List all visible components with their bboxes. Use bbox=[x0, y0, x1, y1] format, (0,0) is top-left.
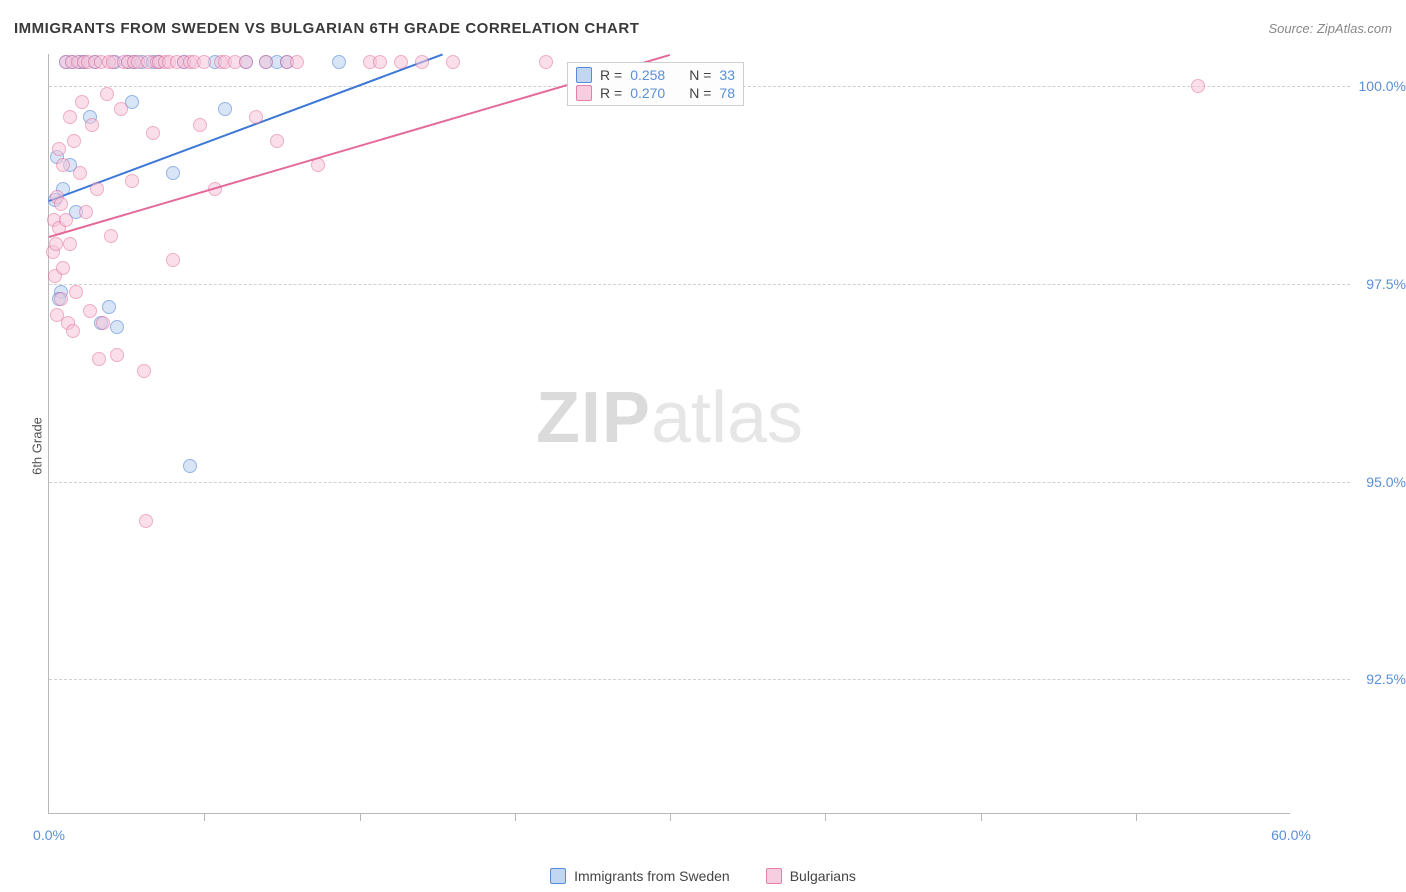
stats-box: R = 0.258 N = 33 R = 0.270 N = 78 bbox=[567, 62, 744, 106]
data-point bbox=[332, 55, 346, 69]
chart-title: IMMIGRANTS FROM SWEDEN VS BULGARIAN 6TH … bbox=[14, 20, 639, 37]
x-tick bbox=[515, 813, 516, 821]
gridline bbox=[49, 284, 1350, 285]
stats-r-label: R = bbox=[600, 85, 622, 101]
watermark: ZIPatlas bbox=[536, 377, 803, 459]
chart-legend: Immigrants from Sweden Bulgarians bbox=[0, 868, 1406, 884]
data-point bbox=[102, 300, 116, 314]
source-link[interactable]: ZipAtlas.com bbox=[1317, 21, 1392, 36]
data-point bbox=[66, 324, 80, 338]
data-point bbox=[139, 514, 153, 528]
data-point bbox=[110, 348, 124, 362]
data-point bbox=[183, 459, 197, 473]
stats-r-value: 0.258 bbox=[630, 67, 665, 83]
stats-swatch bbox=[576, 67, 592, 83]
data-point bbox=[166, 166, 180, 180]
data-point bbox=[373, 55, 387, 69]
data-point bbox=[54, 292, 68, 306]
data-point bbox=[56, 158, 70, 172]
y-tick-label: 97.5% bbox=[1356, 276, 1406, 292]
data-point bbox=[290, 55, 304, 69]
data-point bbox=[166, 253, 180, 267]
x-tick bbox=[670, 813, 671, 821]
data-point bbox=[56, 261, 70, 275]
stats-row: R = 0.258 N = 33 bbox=[576, 67, 735, 83]
data-point bbox=[218, 102, 232, 116]
watermark-light: atlas bbox=[651, 378, 803, 458]
y-tick-label: 92.5% bbox=[1356, 671, 1406, 687]
data-point bbox=[90, 182, 104, 196]
data-point bbox=[239, 55, 253, 69]
data-point bbox=[249, 110, 263, 124]
x-tick-label: 60.0% bbox=[1271, 827, 1311, 843]
data-point bbox=[125, 174, 139, 188]
source-prefix: Source: bbox=[1268, 21, 1316, 36]
x-tick bbox=[1136, 813, 1137, 821]
data-point bbox=[114, 102, 128, 116]
stats-r-label: R = bbox=[600, 67, 622, 83]
data-point bbox=[96, 316, 110, 330]
data-point bbox=[49, 237, 63, 251]
x-tick bbox=[981, 813, 982, 821]
data-point bbox=[446, 55, 460, 69]
data-point bbox=[75, 95, 89, 109]
chart-header: IMMIGRANTS FROM SWEDEN VS BULGARIAN 6TH … bbox=[14, 20, 1392, 37]
data-point bbox=[197, 55, 211, 69]
data-point bbox=[415, 55, 429, 69]
stats-n-value: 33 bbox=[719, 67, 735, 83]
stats-n-label: N = bbox=[689, 67, 711, 83]
data-point bbox=[67, 134, 81, 148]
data-point bbox=[92, 352, 106, 366]
data-point bbox=[85, 118, 99, 132]
legend-item: Bulgarians bbox=[766, 868, 856, 884]
data-point bbox=[63, 110, 77, 124]
legend-label: Immigrants from Sweden bbox=[574, 868, 730, 884]
data-point bbox=[104, 229, 118, 243]
data-point bbox=[394, 55, 408, 69]
watermark-bold: ZIP bbox=[536, 378, 651, 458]
gridline bbox=[49, 679, 1350, 680]
data-point bbox=[73, 166, 87, 180]
legend-swatch bbox=[766, 868, 782, 884]
data-point bbox=[110, 320, 124, 334]
data-point bbox=[1191, 79, 1205, 93]
x-tick bbox=[825, 813, 826, 821]
gridline bbox=[49, 482, 1350, 483]
legend-label: Bulgarians bbox=[790, 868, 856, 884]
data-point bbox=[83, 304, 97, 318]
data-point bbox=[100, 87, 114, 101]
x-tick bbox=[204, 813, 205, 821]
data-point bbox=[79, 205, 93, 219]
y-tick-label: 100.0% bbox=[1356, 78, 1406, 94]
data-point bbox=[259, 55, 273, 69]
data-point bbox=[69, 285, 83, 299]
data-point bbox=[539, 55, 553, 69]
data-point bbox=[270, 134, 284, 148]
data-point bbox=[52, 142, 66, 156]
y-axis-label: 6th Grade bbox=[29, 417, 44, 475]
data-point bbox=[146, 126, 160, 140]
stats-n-value: 78 bbox=[719, 85, 735, 101]
stats-row: R = 0.270 N = 78 bbox=[576, 85, 735, 101]
stats-swatch bbox=[576, 85, 592, 101]
legend-swatch bbox=[550, 868, 566, 884]
stats-r-value: 0.270 bbox=[630, 85, 665, 101]
data-point bbox=[59, 213, 73, 227]
x-tick bbox=[360, 813, 361, 821]
source-attribution: Source: ZipAtlas.com bbox=[1268, 21, 1392, 36]
x-tick-label: 0.0% bbox=[33, 827, 65, 843]
data-point bbox=[54, 197, 68, 211]
scatter-chart: ZIPatlas 92.5%95.0%97.5%100.0%0.0%60.0%R… bbox=[48, 54, 1290, 814]
data-point bbox=[63, 237, 77, 251]
data-point bbox=[137, 364, 151, 378]
stats-n-label: N = bbox=[689, 85, 711, 101]
data-point bbox=[193, 118, 207, 132]
y-tick-label: 95.0% bbox=[1356, 474, 1406, 490]
legend-item: Immigrants from Sweden bbox=[550, 868, 730, 884]
